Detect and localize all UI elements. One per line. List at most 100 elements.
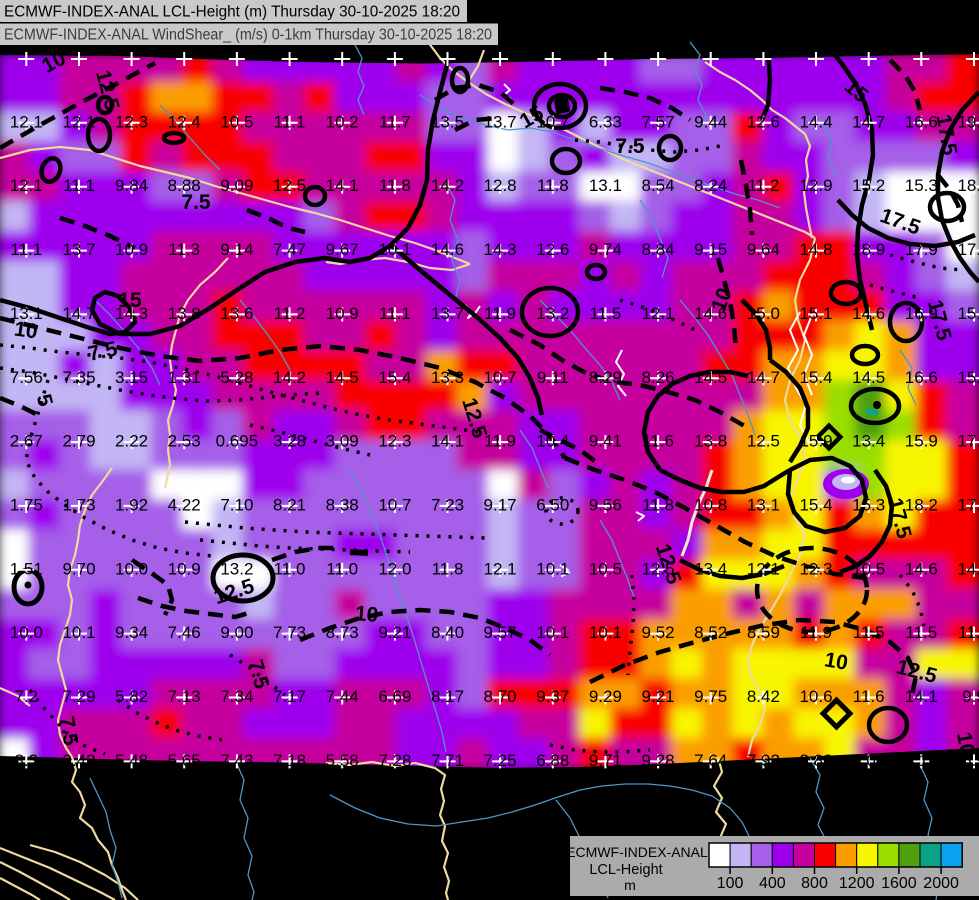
svg-text:8.88: 8.88 [799, 751, 832, 770]
svg-text:9.14: 9.14 [220, 240, 253, 259]
svg-text:13.3: 13.3 [431, 368, 464, 387]
svg-text:10.0: 10.0 [10, 623, 43, 642]
svg-text:13.4: 13.4 [852, 432, 885, 451]
svg-text:12.1: 12.1 [484, 559, 517, 578]
svg-text:14.7: 14.7 [747, 368, 780, 387]
svg-text:8.70: 8.70 [484, 687, 517, 706]
svg-text:9.09: 9.09 [220, 176, 253, 195]
svg-text:14.7: 14.7 [62, 304, 95, 323]
svg-text:9.21: 9.21 [378, 623, 411, 642]
svg-text:16.6: 16.6 [905, 112, 938, 131]
svg-text:7.18: 7.18 [273, 751, 306, 770]
svg-text:2.22: 2.22 [115, 432, 148, 451]
svg-text:10.6: 10.6 [799, 687, 832, 706]
svg-text:11.9: 11.9 [484, 432, 516, 451]
svg-text:9.21: 9.21 [642, 687, 675, 706]
svg-text:13.1: 13.1 [10, 304, 43, 323]
svg-text:5.82: 5.82 [115, 687, 148, 706]
svg-text:7.23: 7.23 [431, 495, 464, 514]
svg-text:6.13: 6.13 [905, 751, 938, 770]
svg-text:m: m [624, 877, 636, 893]
svg-text:14.5: 14.5 [852, 368, 885, 387]
svg-text:8.17: 8.17 [431, 687, 464, 706]
svg-text:7.73: 7.73 [273, 623, 306, 642]
svg-text:11.5: 11.5 [905, 623, 937, 642]
svg-text:8.40: 8.40 [431, 623, 464, 642]
svg-text:13.4: 13.4 [694, 559, 727, 578]
svg-text:7.57: 7.57 [642, 112, 675, 131]
svg-text:5.48: 5.48 [115, 751, 148, 770]
svg-text:14.7: 14.7 [852, 112, 885, 131]
svg-text:12.3: 12.3 [115, 112, 148, 131]
svg-text:12.1: 12.1 [10, 176, 43, 195]
svg-text:13.1: 13.1 [747, 495, 780, 514]
svg-text:11.8: 11.8 [537, 176, 569, 195]
svg-text:12.0: 12.0 [378, 559, 411, 578]
svg-text:10.7: 10.7 [378, 495, 411, 514]
svg-text:9.37: 9.37 [536, 687, 569, 706]
svg-text:13.7: 13.7 [62, 240, 95, 259]
svg-text:17.4: 17.4 [957, 240, 979, 259]
svg-text:12.1: 12.1 [642, 304, 675, 323]
svg-text:15.3: 15.3 [852, 495, 885, 514]
svg-text:5.9: 5.9 [962, 751, 979, 770]
svg-text:14.2: 14.2 [431, 176, 464, 195]
svg-text:8.29: 8.29 [589, 368, 622, 387]
svg-text:7.2: 7.2 [14, 687, 38, 706]
svg-text:15.9: 15.9 [799, 432, 832, 451]
svg-text:18.2: 18.2 [905, 495, 938, 514]
svg-text:13.7: 13.7 [484, 112, 517, 131]
svg-text:12.9: 12.9 [799, 176, 832, 195]
svg-text:14.5: 14.5 [326, 368, 359, 387]
svg-text:LCL-Height: LCL-Height [589, 862, 662, 878]
svg-text:7.13: 7.13 [168, 687, 201, 706]
svg-text:4.22: 4.22 [168, 495, 201, 514]
svg-text:7.43: 7.43 [220, 751, 253, 770]
svg-text:12.5: 12.5 [273, 176, 306, 195]
svg-text:11.0: 11.0 [274, 559, 306, 578]
svg-text:15: 15 [118, 289, 142, 312]
svg-text:11.9: 11.9 [800, 623, 832, 642]
svg-text:11.7: 11.7 [379, 112, 411, 131]
svg-text:8.84: 8.84 [642, 240, 675, 259]
svg-text:ECMWF-INDEX-ANAL LCL-Height (m: ECMWF-INDEX-ANAL LCL-Height (m) Thursday… [4, 4, 460, 21]
svg-text:10.5: 10.5 [852, 559, 885, 578]
svg-text:10.7: 10.7 [484, 368, 517, 387]
svg-text:11.6: 11.6 [642, 432, 674, 451]
svg-text:400: 400 [759, 875, 786, 892]
svg-text:7.29: 7.29 [62, 687, 95, 706]
svg-text:13.2: 13.2 [536, 304, 569, 323]
svg-text:10.5: 10.5 [589, 559, 622, 578]
svg-text:10.9: 10.9 [326, 304, 359, 323]
svg-text:12.4: 12.4 [168, 112, 201, 131]
svg-text:7.35: 7.35 [62, 368, 95, 387]
svg-text:7.64: 7.64 [694, 751, 727, 770]
svg-text:9.67: 9.67 [326, 240, 359, 259]
svg-text:1.92: 1.92 [115, 495, 148, 514]
svg-text:7.44: 7.44 [326, 687, 359, 706]
svg-text:9.70: 9.70 [62, 559, 95, 578]
svg-text:9.52: 9.52 [642, 623, 675, 642]
svg-text:9.44: 9.44 [694, 112, 727, 131]
svg-text:14.1: 14.1 [326, 176, 359, 195]
svg-text:8.88: 8.88 [168, 176, 201, 195]
svg-text:12.1: 12.1 [747, 559, 780, 578]
svg-text:11.3: 11.3 [958, 623, 979, 642]
svg-text:2.67: 2.67 [10, 432, 43, 451]
svg-text:9.56: 9.56 [589, 495, 622, 514]
svg-text:13.1: 13.1 [589, 176, 622, 195]
svg-text:14.3: 14.3 [115, 304, 148, 323]
svg-text:9.34: 9.34 [115, 623, 148, 642]
svg-text:11.5: 11.5 [853, 623, 885, 642]
svg-text:9.29: 9.29 [589, 687, 622, 706]
svg-text:17.4: 17.4 [957, 495, 979, 514]
svg-text:10.2: 10.2 [326, 112, 359, 131]
svg-text:12.1: 12.1 [62, 112, 95, 131]
svg-text:11.1: 11.1 [379, 304, 411, 323]
svg-text:1.75: 1.75 [10, 495, 43, 514]
svg-text:14.2: 14.2 [273, 368, 306, 387]
svg-text:9.42: 9.42 [62, 751, 95, 770]
svg-text:9.15: 9.15 [694, 240, 727, 259]
svg-text:12.5: 12.5 [747, 432, 780, 451]
svg-text:1.51: 1.51 [10, 559, 43, 578]
